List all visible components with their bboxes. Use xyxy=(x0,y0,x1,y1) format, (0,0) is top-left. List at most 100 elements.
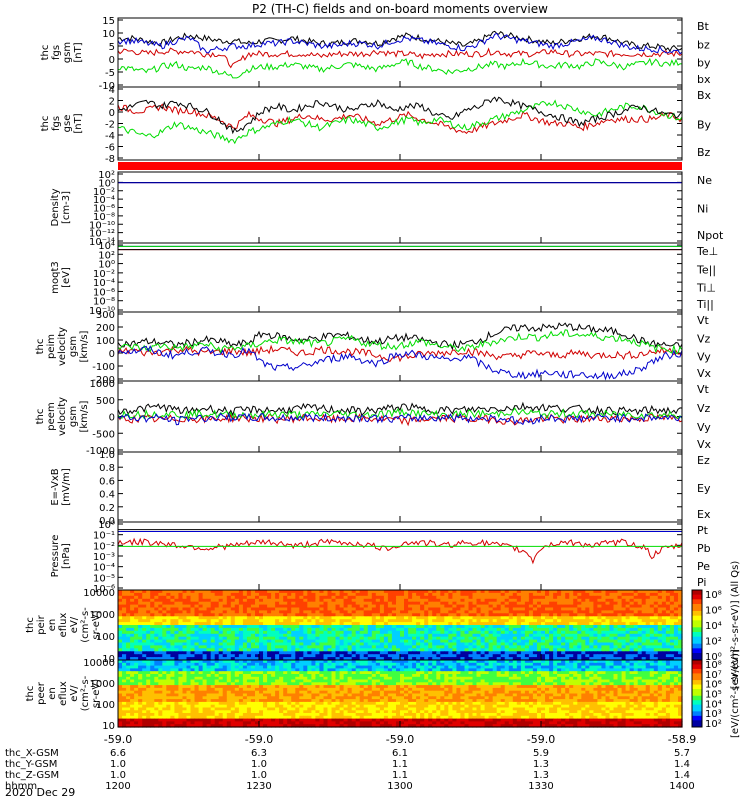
spectrogram-cell xyxy=(428,642,433,646)
spectrogram-cell xyxy=(347,625,353,629)
spectrogram-cell xyxy=(146,679,151,683)
spectrogram-cell xyxy=(142,622,147,626)
spectrogram-cell xyxy=(657,616,663,620)
spectrogram-cell xyxy=(299,639,304,644)
spectrogram-cell xyxy=(391,592,397,597)
spectrogram-cell xyxy=(504,619,510,623)
spectrogram-cell xyxy=(545,607,550,611)
spectrogram-cell xyxy=(146,651,151,655)
spectrogram-cell xyxy=(573,657,578,661)
spectrogram-cell xyxy=(420,607,425,611)
spectrogram-cell xyxy=(541,601,546,606)
spectrogram-cell xyxy=(319,616,324,620)
spectrogram-cell xyxy=(198,660,204,664)
spectrogram-cell xyxy=(238,592,244,597)
spectrogram-cell xyxy=(291,625,296,629)
spectrogram-cell xyxy=(545,651,550,655)
spectrogram-cell xyxy=(367,671,373,675)
spectrogram-cell xyxy=(162,636,167,641)
spectrogram-cell xyxy=(275,654,280,658)
spectrogram-cell xyxy=(118,668,123,672)
spectrogram-cell xyxy=(528,642,534,646)
spectrogram-cell xyxy=(669,604,675,609)
spectrogram-cell xyxy=(585,619,590,623)
spectrogram-cell xyxy=(202,598,208,603)
spectrogram-cell xyxy=(424,668,429,672)
y-tick-label: 10² xyxy=(98,170,115,181)
spectrogram-cell xyxy=(408,622,413,626)
spectrogram-cell xyxy=(275,622,280,626)
spectrogram-cell xyxy=(452,660,457,664)
spectrogram-cell xyxy=(537,619,542,623)
spectrogram-cell xyxy=(255,648,260,652)
spectrogram-cell xyxy=(335,627,341,632)
spectrogram-cell xyxy=(597,639,602,644)
spectrogram-cell xyxy=(347,657,353,661)
spectrogram-cell xyxy=(154,613,159,617)
spectrogram-cell xyxy=(230,610,236,614)
spectrogram-cell xyxy=(496,676,502,681)
spectrogram-cell xyxy=(118,625,123,629)
spectrogram-cell xyxy=(303,625,308,629)
spectrogram-cell xyxy=(162,625,167,629)
colorbar-tick-label: 10⁸ xyxy=(705,590,722,601)
spectrogram-cell xyxy=(379,610,385,614)
spectrogram-cell xyxy=(311,590,316,594)
spectrogram-cell xyxy=(279,654,284,658)
spectrogram-cell xyxy=(532,636,538,641)
spectrogram-cell xyxy=(291,627,296,632)
spectrogram-cell xyxy=(412,630,417,635)
spectrogram-cell xyxy=(267,682,272,686)
spectrogram-cell xyxy=(178,633,183,638)
spectrogram-cell xyxy=(226,657,232,661)
spectrogram-cell xyxy=(496,639,502,644)
spectrogram-cell xyxy=(234,665,240,669)
spectrogram-cell xyxy=(516,592,522,597)
spectrogram-cell xyxy=(549,613,554,617)
spectrogram-cell xyxy=(492,674,498,678)
spectrogram-cell xyxy=(194,676,200,681)
spectrogram-cell xyxy=(359,595,365,600)
spectrogram-cell xyxy=(375,671,381,675)
spectrogram-cell xyxy=(246,636,252,641)
spectrogram-cell xyxy=(557,645,562,649)
spectrogram-cell xyxy=(408,592,413,597)
spectrogram-cell xyxy=(577,590,582,594)
spectrogram-cell xyxy=(295,682,300,686)
ylabel-line: velocity xyxy=(57,397,68,436)
spectrogram-cell xyxy=(428,613,433,617)
spectrogram-cell xyxy=(126,665,131,669)
spectrogram-cell xyxy=(577,642,582,646)
spectrogram-cell xyxy=(383,601,389,606)
spectrogram-cell xyxy=(484,668,490,672)
colorbar-swatch xyxy=(692,613,702,617)
spectrogram-cell xyxy=(528,674,534,678)
spectrogram-cell xyxy=(307,627,312,632)
spectrogram-cell xyxy=(609,679,615,683)
spectrogram-cell xyxy=(557,657,562,661)
spectrogram-cell xyxy=(198,682,204,686)
spectrogram-cell xyxy=(275,660,280,664)
spectrogram-cell xyxy=(359,622,365,626)
spectrogram-cell xyxy=(343,604,349,609)
legend-entry: Te⊥ xyxy=(696,245,718,258)
spectrogram-cell xyxy=(142,679,147,683)
spectrogram-cell xyxy=(504,642,510,646)
spectrogram-cell xyxy=(126,607,131,611)
spectrogram-cell xyxy=(234,668,240,672)
spectrogram-cell xyxy=(508,657,514,661)
spectrogram-cell xyxy=(222,679,228,683)
spectrogram-cell xyxy=(379,682,385,686)
spectrogram-cell xyxy=(255,679,260,683)
spectrogram-cell xyxy=(299,657,304,661)
spectrogram-cell xyxy=(174,604,179,609)
spectrogram-cell xyxy=(432,639,437,644)
spectrogram-cell xyxy=(597,633,602,638)
spectrogram-cell xyxy=(621,676,627,681)
spectrogram-cell xyxy=(267,662,272,667)
spectrogram-cell xyxy=(597,601,602,606)
spectrogram-cell xyxy=(396,619,401,623)
spectrogram-cell xyxy=(496,662,502,667)
spectrogram-cell xyxy=(661,648,667,652)
y-tick-label: 10⁻² xyxy=(93,541,115,552)
